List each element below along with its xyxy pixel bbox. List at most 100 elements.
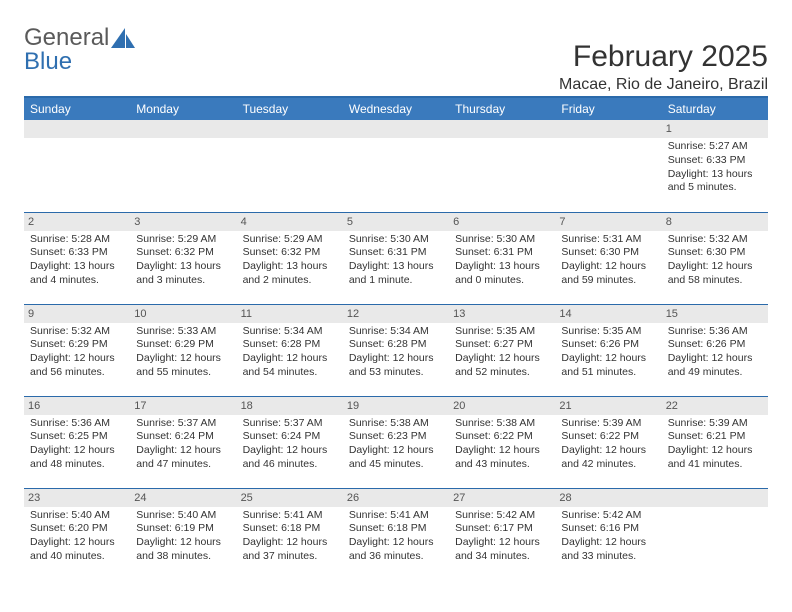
daylight-line: Daylight: 12 hours and 42 minutes.	[561, 444, 655, 471]
daylight-line: Daylight: 13 hours and 3 minutes.	[136, 260, 230, 287]
calendar-cell	[130, 120, 236, 212]
day-number: 12	[343, 305, 449, 323]
sunrise-line: Sunrise: 5:36 AM	[668, 325, 762, 339]
calendar-cell: 24Sunrise: 5:40 AMSunset: 6:19 PMDayligh…	[130, 488, 236, 580]
sunrise-line: Sunrise: 5:39 AM	[668, 417, 762, 431]
sunset-line: Sunset: 6:22 PM	[455, 430, 549, 444]
daylight-line: Daylight: 12 hours and 40 minutes.	[30, 536, 124, 563]
sunset-line: Sunset: 6:24 PM	[136, 430, 230, 444]
calendar-cell: 20Sunrise: 5:38 AMSunset: 6:22 PMDayligh…	[449, 396, 555, 488]
weekday-header-row: Sunday Monday Tuesday Wednesday Thursday…	[24, 98, 768, 120]
calendar-row: 9Sunrise: 5:32 AMSunset: 6:29 PMDaylight…	[24, 304, 768, 396]
day-number: 23	[24, 489, 130, 507]
daylight-line: Daylight: 13 hours and 0 minutes.	[455, 260, 549, 287]
day-number: 8	[662, 213, 768, 231]
sunset-line: Sunset: 6:30 PM	[561, 246, 655, 260]
sunset-line: Sunset: 6:19 PM	[136, 522, 230, 536]
sunrise-line: Sunrise: 5:35 AM	[561, 325, 655, 339]
sunrise-line: Sunrise: 5:40 AM	[136, 509, 230, 523]
location: Macae, Rio de Janeiro, Brazil	[24, 76, 768, 98]
sunset-line: Sunset: 6:31 PM	[455, 246, 549, 260]
day-number: 19	[343, 397, 449, 415]
sunset-line: Sunset: 6:29 PM	[30, 338, 124, 352]
calendar-cell: 11Sunrise: 5:34 AMSunset: 6:28 PMDayligh…	[237, 304, 343, 396]
day-number: 21	[555, 397, 661, 415]
daylight-line: Daylight: 12 hours and 55 minutes.	[136, 352, 230, 379]
calendar-cell	[343, 120, 449, 212]
sunset-line: Sunset: 6:18 PM	[349, 522, 443, 536]
calendar-body: 1Sunrise: 5:27 AMSunset: 6:33 PMDaylight…	[24, 120, 768, 580]
daylight-line: Daylight: 12 hours and 54 minutes.	[243, 352, 337, 379]
day-number: 17	[130, 397, 236, 415]
day-number: 9	[24, 305, 130, 323]
sunrise-line: Sunrise: 5:34 AM	[349, 325, 443, 339]
sunset-line: Sunset: 6:18 PM	[243, 522, 337, 536]
daylight-line: Daylight: 12 hours and 58 minutes.	[668, 260, 762, 287]
sunset-line: Sunset: 6:17 PM	[455, 522, 549, 536]
day-number	[343, 120, 449, 138]
sunrise-line: Sunrise: 5:42 AM	[455, 509, 549, 523]
sunset-line: Sunset: 6:33 PM	[668, 154, 762, 168]
day-number: 13	[449, 305, 555, 323]
sunset-line: Sunset: 6:25 PM	[30, 430, 124, 444]
calendar-cell: 14Sunrise: 5:35 AMSunset: 6:26 PMDayligh…	[555, 304, 661, 396]
calendar-row: 2Sunrise: 5:28 AMSunset: 6:33 PMDaylight…	[24, 212, 768, 304]
sunrise-line: Sunrise: 5:30 AM	[455, 233, 549, 247]
daylight-line: Daylight: 12 hours and 56 minutes.	[30, 352, 124, 379]
day-number	[662, 489, 768, 507]
sunset-line: Sunset: 6:16 PM	[561, 522, 655, 536]
day-number	[24, 120, 130, 138]
day-number: 3	[130, 213, 236, 231]
weekday-header: Monday	[130, 98, 236, 120]
sunrise-line: Sunrise: 5:37 AM	[136, 417, 230, 431]
daylight-line: Daylight: 13 hours and 4 minutes.	[30, 260, 124, 287]
daylight-line: Daylight: 12 hours and 36 minutes.	[349, 536, 443, 563]
calendar-cell: 9Sunrise: 5:32 AMSunset: 6:29 PMDaylight…	[24, 304, 130, 396]
day-number: 6	[449, 213, 555, 231]
daylight-line: Daylight: 12 hours and 48 minutes.	[30, 444, 124, 471]
day-number: 5	[343, 213, 449, 231]
calendar-cell: 19Sunrise: 5:38 AMSunset: 6:23 PMDayligh…	[343, 396, 449, 488]
calendar-cell: 17Sunrise: 5:37 AMSunset: 6:24 PMDayligh…	[130, 396, 236, 488]
sunset-line: Sunset: 6:20 PM	[30, 522, 124, 536]
sunset-line: Sunset: 6:21 PM	[668, 430, 762, 444]
weekday-header: Friday	[555, 98, 661, 120]
calendar-cell: 21Sunrise: 5:39 AMSunset: 6:22 PMDayligh…	[555, 396, 661, 488]
sunset-line: Sunset: 6:26 PM	[561, 338, 655, 352]
calendar-cell: 27Sunrise: 5:42 AMSunset: 6:17 PMDayligh…	[449, 488, 555, 580]
day-number: 15	[662, 305, 768, 323]
sunset-line: Sunset: 6:23 PM	[349, 430, 443, 444]
sunrise-line: Sunrise: 5:29 AM	[136, 233, 230, 247]
day-number: 7	[555, 213, 661, 231]
daylight-line: Daylight: 13 hours and 2 minutes.	[243, 260, 337, 287]
sunset-line: Sunset: 6:30 PM	[668, 246, 762, 260]
sunrise-line: Sunrise: 5:28 AM	[30, 233, 124, 247]
calendar-cell: 13Sunrise: 5:35 AMSunset: 6:27 PMDayligh…	[449, 304, 555, 396]
day-number: 28	[555, 489, 661, 507]
calendar-row: 23Sunrise: 5:40 AMSunset: 6:20 PMDayligh…	[24, 488, 768, 580]
logo-line1: General	[24, 26, 109, 50]
calendar-cell	[24, 120, 130, 212]
daylight-line: Daylight: 12 hours and 37 minutes.	[243, 536, 337, 563]
sunrise-line: Sunrise: 5:37 AM	[243, 417, 337, 431]
day-number: 20	[449, 397, 555, 415]
daylight-line: Daylight: 12 hours and 46 minutes.	[243, 444, 337, 471]
sunset-line: Sunset: 6:32 PM	[136, 246, 230, 260]
day-number: 26	[343, 489, 449, 507]
sunrise-line: Sunrise: 5:34 AM	[243, 325, 337, 339]
calendar-cell: 4Sunrise: 5:29 AMSunset: 6:32 PMDaylight…	[237, 212, 343, 304]
sunrise-line: Sunrise: 5:38 AM	[455, 417, 549, 431]
daylight-line: Daylight: 12 hours and 52 minutes.	[455, 352, 549, 379]
calendar-cell: 12Sunrise: 5:34 AMSunset: 6:28 PMDayligh…	[343, 304, 449, 396]
day-number	[130, 120, 236, 138]
weekday-header: Wednesday	[343, 98, 449, 120]
day-number: 10	[130, 305, 236, 323]
sunset-line: Sunset: 6:31 PM	[349, 246, 443, 260]
sunrise-line: Sunrise: 5:35 AM	[455, 325, 549, 339]
calendar-cell: 8Sunrise: 5:32 AMSunset: 6:30 PMDaylight…	[662, 212, 768, 304]
daylight-line: Daylight: 12 hours and 53 minutes.	[349, 352, 443, 379]
daylight-line: Daylight: 13 hours and 5 minutes.	[668, 168, 762, 195]
logo: General Blue	[24, 20, 137, 74]
calendar-row: 1Sunrise: 5:27 AMSunset: 6:33 PMDaylight…	[24, 120, 768, 212]
calendar-cell: 6 Sunrise: 5:30 AMSunset: 6:31 PMDaylight…	[449, 212, 555, 304]
